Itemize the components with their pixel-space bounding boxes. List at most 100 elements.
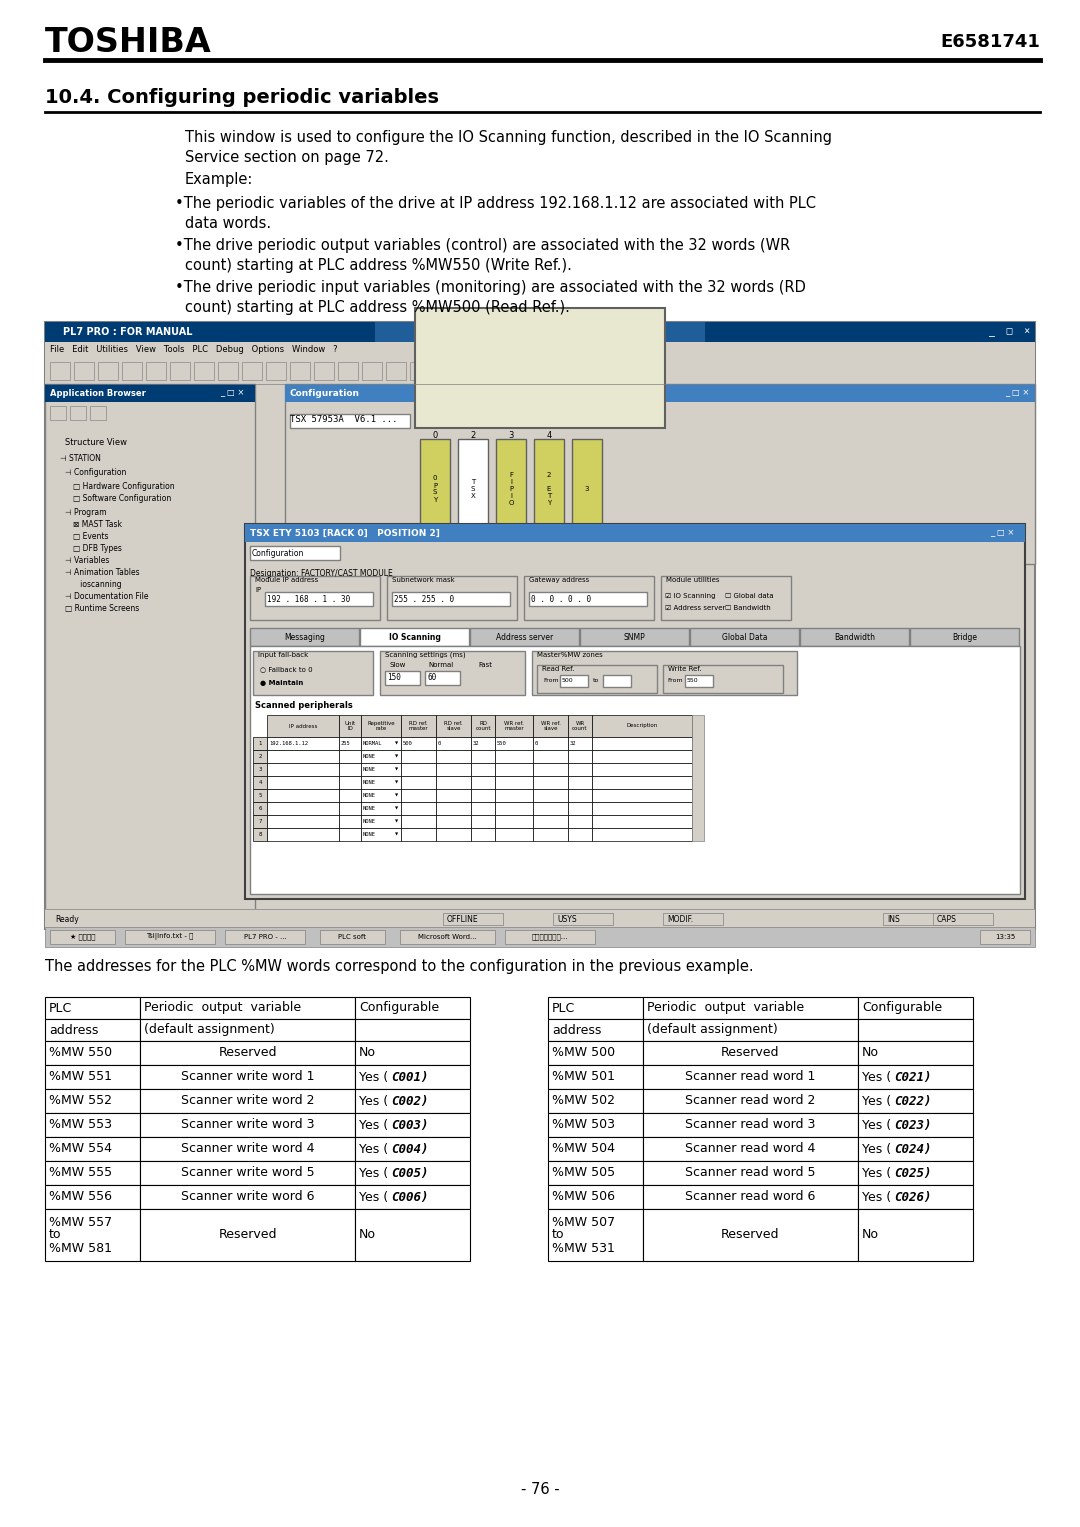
Bar (534, 815, 568, 828)
Bar (568, 802, 592, 815)
Bar (339, 789, 361, 802)
Bar (50, 930, 114, 944)
Bar (267, 789, 339, 802)
Bar (568, 764, 592, 776)
Bar (320, 930, 384, 944)
Bar (339, 764, 361, 776)
Bar (401, 738, 436, 750)
Bar (495, 789, 534, 802)
Bar (858, 1185, 973, 1209)
Bar (534, 764, 568, 776)
Bar (45, 1019, 140, 1041)
Bar (339, 828, 361, 841)
Bar (45, 1209, 140, 1261)
Bar (361, 738, 401, 750)
Text: E6581741: E6581741 (940, 34, 1040, 50)
Bar (592, 802, 692, 815)
Bar (568, 715, 592, 738)
Text: Slow: Slow (390, 663, 406, 667)
Bar (361, 828, 401, 841)
Bar (249, 628, 359, 646)
Text: INS: INS (887, 915, 900, 924)
Text: PLC: PLC (552, 1002, 576, 1014)
Bar (534, 789, 568, 802)
Bar (355, 1138, 470, 1161)
Text: 255 . 255 . 0: 255 . 255 . 0 (394, 594, 454, 603)
Text: %MW 505: %MW 505 (552, 1167, 616, 1179)
Text: NONE: NONE (363, 793, 376, 799)
Bar (572, 438, 602, 539)
Bar (548, 1209, 643, 1261)
Bar (140, 1185, 355, 1209)
Text: ☑ IO Scanning: ☑ IO Scanning (665, 592, 715, 599)
Text: ● Maintain: ● Maintain (260, 680, 303, 686)
Text: 150: 150 (387, 673, 401, 683)
Bar (436, 815, 471, 828)
Text: 550: 550 (497, 741, 507, 747)
Text: □ DFB Types: □ DFB Types (73, 544, 122, 553)
Bar (505, 930, 595, 944)
Text: Periodic  output  variable: Periodic output variable (144, 1002, 301, 1014)
Text: Configuration: Configuration (252, 548, 305, 557)
Text: ⊣ STATION: ⊣ STATION (60, 454, 100, 463)
Bar (338, 362, 357, 380)
Bar (90, 406, 106, 420)
Text: to: to (49, 1229, 62, 1241)
Text: ○ Fallback to 0: ○ Fallback to 0 (260, 666, 312, 672)
Bar (45, 927, 1035, 947)
Text: Yes (: Yes ( (359, 1070, 388, 1084)
Bar (253, 750, 267, 764)
Bar (910, 628, 1020, 646)
Text: C006): C006) (391, 1191, 429, 1203)
Text: 0: 0 (438, 741, 442, 747)
Bar (548, 1041, 643, 1064)
Bar (471, 828, 495, 841)
Bar (858, 1019, 973, 1041)
Bar (45, 1113, 140, 1138)
Text: NONE: NONE (363, 767, 376, 773)
Bar (355, 997, 470, 1019)
Text: ⊣ Variables: ⊣ Variables (65, 556, 109, 565)
Bar (643, 997, 858, 1019)
Text: to: to (593, 678, 599, 684)
Bar (218, 362, 238, 380)
Bar (122, 362, 141, 380)
Text: IP address: IP address (288, 724, 318, 728)
Bar (643, 1209, 858, 1261)
Text: 0: 0 (432, 432, 437, 440)
Text: Reserved: Reserved (721, 1046, 780, 1060)
Text: C001): C001) (391, 1070, 429, 1084)
Text: Yes (: Yes ( (862, 1118, 891, 1132)
Bar (496, 438, 526, 539)
Text: 2: 2 (258, 754, 261, 759)
Bar (140, 1138, 355, 1161)
Bar (548, 1161, 643, 1185)
Bar (643, 1064, 858, 1089)
Bar (534, 738, 568, 750)
Bar (355, 1185, 470, 1209)
Text: ⊣ Documentation File: ⊣ Documentation File (65, 592, 149, 602)
Bar (392, 592, 510, 606)
Bar (592, 828, 692, 841)
Bar (603, 675, 631, 687)
Text: 1: 1 (258, 741, 261, 747)
Text: Write Ref.: Write Ref. (669, 666, 702, 672)
Text: 13:35: 13:35 (995, 935, 1015, 941)
Text: No: No (359, 1046, 376, 1060)
Bar (436, 828, 471, 841)
Text: address: address (552, 1023, 602, 1037)
Bar (140, 1113, 355, 1138)
Text: ▼: ▼ (395, 820, 399, 823)
Text: Configurable: Configurable (862, 1002, 942, 1014)
Text: USYS: USYS (557, 915, 577, 924)
Text: _ □ ×: _ □ × (990, 528, 1014, 538)
Bar (267, 715, 339, 738)
Text: Ready: Ready (55, 915, 79, 924)
Text: Global Data: Global Data (721, 632, 767, 641)
Bar (592, 815, 692, 828)
Text: Scanner write word 2: Scanner write word 2 (180, 1095, 314, 1107)
Text: Address server: Address server (496, 632, 553, 641)
Text: □ Runtime Screens: □ Runtime Screens (65, 605, 139, 612)
Bar (253, 828, 267, 841)
Text: - 76 -: - 76 - (521, 1483, 559, 1498)
